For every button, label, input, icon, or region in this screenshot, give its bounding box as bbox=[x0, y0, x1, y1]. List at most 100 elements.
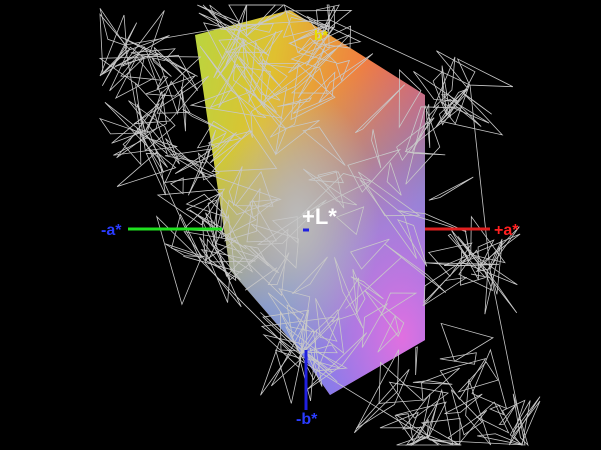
wire-facet bbox=[426, 388, 454, 446]
wire-facet bbox=[440, 94, 482, 127]
wire-facet bbox=[420, 417, 461, 446]
wire-facet bbox=[247, 228, 289, 297]
wire-facet bbox=[200, 248, 256, 263]
wire-facet bbox=[211, 207, 254, 273]
wire-facet bbox=[489, 404, 505, 416]
wire-facet bbox=[271, 325, 305, 387]
wire-facet bbox=[512, 393, 529, 447]
wire-facet bbox=[216, 38, 247, 79]
wire-facet bbox=[386, 162, 402, 196]
wire-facet bbox=[353, 349, 400, 434]
wire-facet bbox=[422, 276, 467, 307]
wire-facet bbox=[290, 34, 350, 69]
wire-facet bbox=[335, 59, 351, 82]
wire-facet bbox=[331, 277, 360, 323]
wire-facet bbox=[301, 173, 372, 216]
wire-facet bbox=[412, 380, 453, 385]
wire-facet bbox=[440, 94, 504, 136]
wire-facet bbox=[289, 21, 330, 44]
wire-facet bbox=[429, 438, 460, 446]
wire-facet bbox=[405, 426, 430, 446]
wire-facet bbox=[99, 34, 170, 76]
wire-facet bbox=[379, 411, 419, 429]
wire-facet bbox=[371, 129, 382, 169]
wire-facet bbox=[397, 210, 467, 232]
wire-facet bbox=[315, 4, 340, 41]
wire-facet bbox=[355, 368, 410, 430]
wire-facet bbox=[292, 71, 336, 114]
wire-facet bbox=[498, 403, 517, 425]
wire-facet bbox=[187, 129, 217, 196]
wire-facet bbox=[185, 193, 228, 218]
wire-facet bbox=[436, 50, 476, 88]
wire-facet bbox=[113, 137, 178, 156]
wire-facet bbox=[220, 199, 257, 239]
wire-facet bbox=[233, 52, 278, 113]
wire-facet bbox=[308, 171, 345, 184]
wire-facet bbox=[440, 322, 494, 362]
wire-facet bbox=[185, 191, 223, 228]
wire-facet bbox=[292, 256, 328, 295]
wire-facet bbox=[477, 239, 495, 272]
wire-facet bbox=[257, 62, 301, 69]
plus-a-label: +a* bbox=[494, 222, 519, 239]
wire-facet bbox=[461, 256, 518, 286]
wire-facet bbox=[98, 56, 145, 86]
wire-facet bbox=[136, 128, 164, 173]
wire-facet bbox=[169, 177, 184, 195]
wire-facet bbox=[404, 151, 446, 156]
wire-facet bbox=[120, 36, 198, 77]
wire-facet bbox=[334, 257, 364, 329]
wire-facet bbox=[425, 104, 431, 148]
wire-facet bbox=[275, 349, 302, 404]
wire-facet bbox=[284, 9, 353, 30]
wire-facet bbox=[99, 13, 130, 75]
wire-facet bbox=[260, 340, 292, 396]
plus-l-label: +L* bbox=[302, 204, 337, 229]
wire-facet bbox=[456, 58, 514, 88]
wire-facet bbox=[121, 10, 165, 67]
wire-facet bbox=[405, 104, 441, 185]
wire-facet bbox=[364, 289, 405, 338]
wire-facet bbox=[396, 117, 435, 162]
wire-facet bbox=[309, 347, 348, 372]
wire-facet bbox=[402, 393, 431, 430]
wire-facet bbox=[166, 54, 199, 91]
wire-facet bbox=[246, 199, 277, 243]
wire-facet bbox=[197, 4, 242, 28]
plus-b-label: b* bbox=[314, 27, 329, 43]
wire-facet bbox=[312, 25, 352, 49]
wire-facet bbox=[146, 55, 202, 95]
wire-facet bbox=[359, 178, 417, 259]
wire-facet bbox=[457, 236, 518, 314]
wire-facet bbox=[122, 129, 142, 166]
wire-facet bbox=[447, 409, 488, 446]
wire-facet bbox=[306, 332, 368, 391]
wire-facet bbox=[462, 91, 492, 115]
wire-facet bbox=[302, 328, 323, 387]
wire-facet bbox=[165, 138, 206, 177]
wire-facet bbox=[164, 243, 205, 258]
wire-facet bbox=[208, 214, 237, 282]
wire-facet bbox=[398, 69, 422, 129]
wire-facet bbox=[457, 361, 499, 393]
wire-facet bbox=[237, 95, 253, 138]
wire-facet bbox=[267, 252, 290, 285]
wire-facet bbox=[286, 304, 305, 339]
wire-facet bbox=[352, 268, 366, 315]
wire-facet bbox=[411, 105, 440, 152]
wire-facet bbox=[246, 4, 285, 37]
wire-facet bbox=[109, 46, 145, 92]
wire-facet bbox=[151, 57, 172, 77]
wire-facet bbox=[207, 131, 227, 148]
axes bbox=[128, 227, 490, 410]
wire-facet bbox=[447, 233, 469, 259]
wire-facet bbox=[98, 117, 142, 135]
wire-facet bbox=[171, 213, 203, 259]
wire-facet bbox=[189, 89, 267, 118]
wire-facet bbox=[440, 98, 490, 124]
wire-facet bbox=[99, 14, 127, 77]
wire-facet bbox=[116, 151, 177, 187]
wire-facet bbox=[405, 106, 462, 153]
wire-facet bbox=[207, 199, 218, 247]
